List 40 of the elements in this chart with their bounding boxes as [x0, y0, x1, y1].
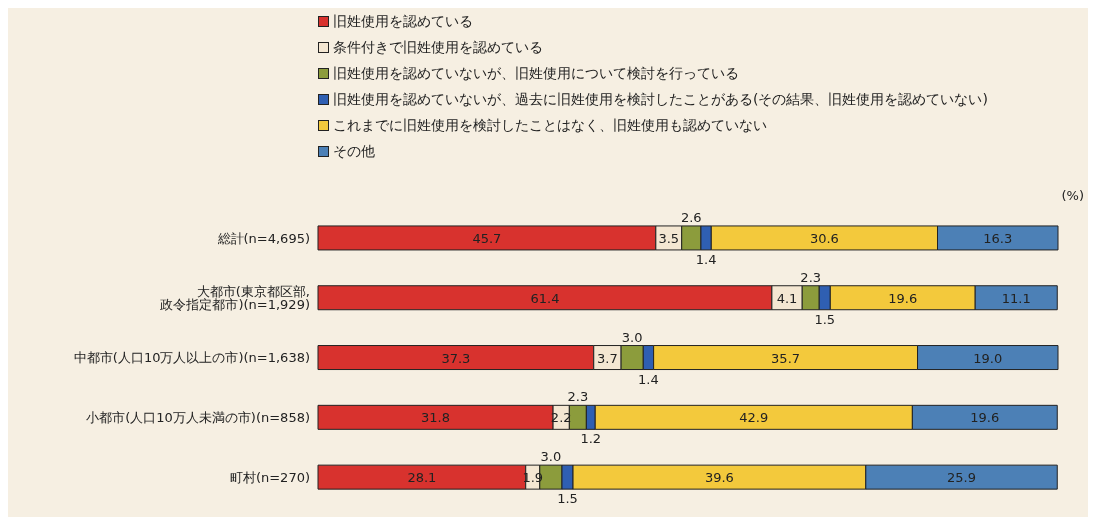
data-label: 61.4 [530, 290, 560, 306]
y-tick-label: 小都市(人口10万人未満の市)(n=858) [86, 409, 310, 425]
data-label: 1.5 [814, 311, 836, 327]
data-label: 4.1 [776, 290, 798, 306]
data-label: 31.8 [421, 410, 451, 426]
data-label: 1.5 [557, 491, 578, 507]
data-label: 19.6 [970, 410, 1000, 426]
data-label: 42.9 [739, 410, 769, 426]
data-label: 3.7 [597, 350, 618, 366]
data-label: 16.3 [983, 230, 1013, 246]
data-label: 3.5 [658, 230, 680, 246]
data-label: 11.1 [1001, 290, 1031, 306]
y-tick-label: 町村(n=270) [229, 469, 310, 485]
x-axis-title: (%) [1061, 188, 1084, 203]
data-label: 3.0 [621, 329, 643, 345]
data-label: 30.6 [809, 230, 839, 246]
legend-label: 旧姓使用を認めていないが、過去に旧姓使用を検討したことがある(その結果、旧姓使用を認めていない) [333, 90, 988, 109]
legend-label: 旧姓使用を認めている [333, 12, 473, 31]
data-label: 25.9 [947, 470, 976, 486]
data-label: 45.7 [472, 230, 502, 246]
y-tick-label: 中都市(人口10万人以上の市)(n=1,638) [73, 350, 310, 366]
data-label: 19.0 [973, 350, 1003, 366]
data-label: 2.6 [680, 209, 702, 225]
legend-label: 条件付きで旧姓使用を認めている [333, 38, 543, 57]
data-label: 2.3 [567, 389, 589, 405]
data-label: 35.7 [771, 350, 801, 366]
data-label: 1.4 [695, 251, 717, 267]
data-label: 3.0 [540, 449, 562, 465]
data-label: 39.6 [704, 470, 734, 486]
data-label: 19.6 [888, 290, 918, 306]
data-label: 2.3 [800, 269, 822, 285]
legend-label: これまでに旧姓使用を検討したことはなく、旧姓使用も認めていない [333, 116, 767, 135]
data-label: 28.1 [407, 470, 437, 486]
data-label: 37.3 [441, 350, 471, 366]
y-tick-label: 総計(n=4,695) [216, 230, 310, 246]
data-label: 1.4 [638, 371, 659, 387]
data-label: 1.2 [580, 431, 602, 447]
legend-label: その他 [333, 142, 375, 161]
legend-label: 旧姓使用を認めていないが、旧姓使用について検討を行っている [333, 64, 739, 83]
y-tick-label: 大都市(東京都区部, 政令指定都市)(n=1,929) [160, 283, 310, 312]
